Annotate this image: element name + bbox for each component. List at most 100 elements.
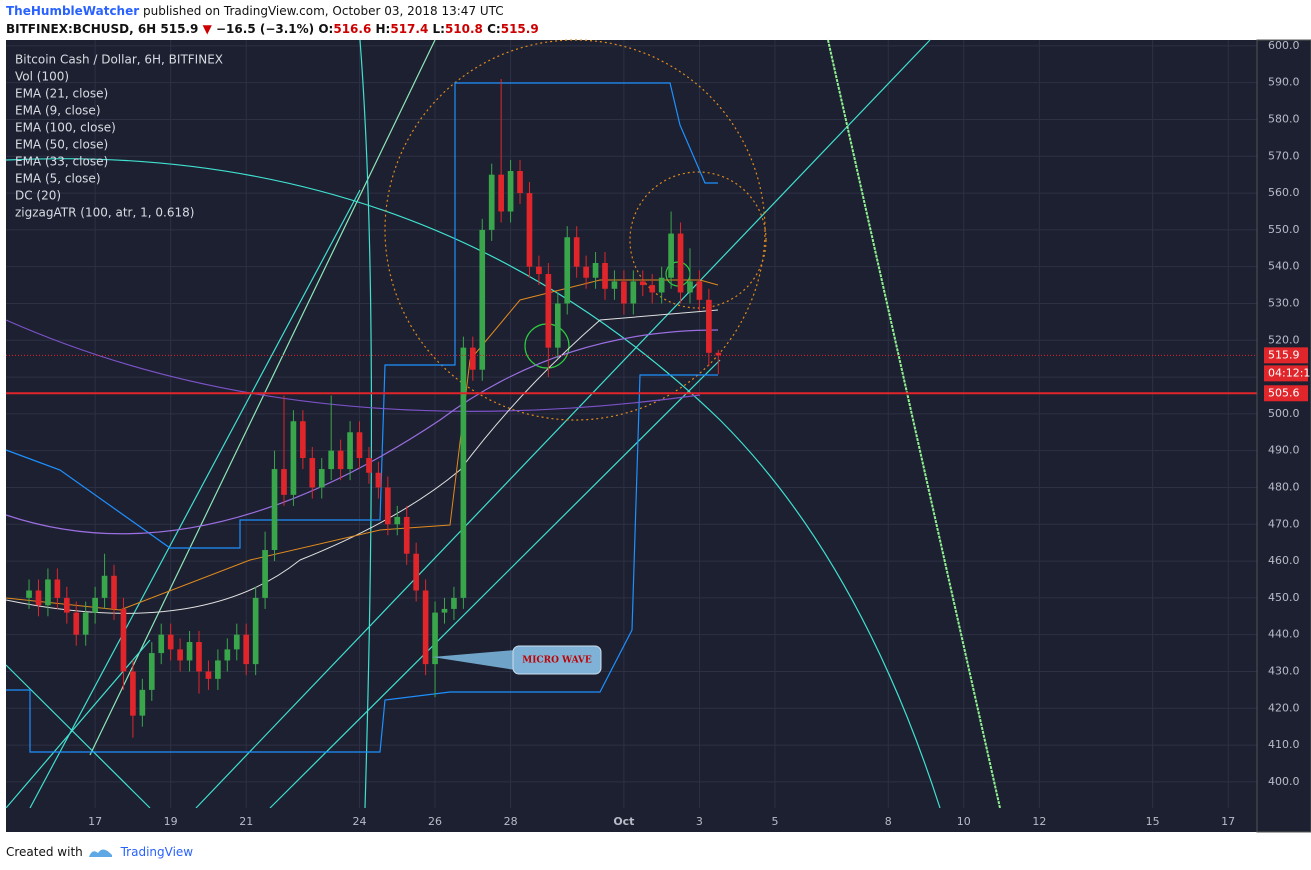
candle-body <box>328 450 335 470</box>
y-tick-label: 540.0 <box>1268 260 1300 273</box>
y-tick-label: 520.0 <box>1268 333 1300 346</box>
candle-body <box>318 469 325 488</box>
candle-body <box>517 171 523 194</box>
trend-line <box>89 39 436 756</box>
candle-body <box>460 347 467 598</box>
legend-entry: EMA (21, close) <box>15 87 108 101</box>
candle-body <box>649 285 656 293</box>
candle-body <box>573 237 580 267</box>
y-tick-label: 560.0 <box>1268 186 1300 199</box>
candle-body <box>148 653 155 690</box>
countdown-bg <box>1264 365 1308 382</box>
candle-body <box>196 642 202 672</box>
candle-body <box>63 597 70 613</box>
x-tick-label: 24 <box>353 815 367 828</box>
x-tick-label: 10 <box>957 815 971 828</box>
published: published on TradingView.com, October 03… <box>142 4 504 18</box>
legend-entry: EMA (50, close) <box>15 138 108 152</box>
candle-body <box>413 553 419 591</box>
legend-entry: Vol (100) <box>15 70 69 84</box>
candle-body <box>602 263 608 289</box>
legend-entry: EMA (5, close) <box>15 172 101 186</box>
hline-label: 505.6 <box>1268 386 1300 399</box>
brand[interactable]: TradingView <box>120 845 194 859</box>
symbol: BITFINEX:BCHUSD, 6H <box>6 22 157 36</box>
x-tick-label: 21 <box>239 815 253 828</box>
candle-body <box>281 469 287 495</box>
candle-body <box>639 281 646 286</box>
y-tick-label: 580.0 <box>1268 112 1300 125</box>
candle-body <box>507 171 514 212</box>
candle-body <box>526 193 533 267</box>
ema-line <box>5 279 719 611</box>
candle-body <box>224 649 231 661</box>
footer: Created with TradingView <box>6 845 193 859</box>
y-tick-label: 460.0 <box>1268 554 1300 567</box>
l-label: L: <box>432 22 445 36</box>
candle-body <box>45 579 51 606</box>
countdown: 04:12:1 <box>1268 366 1310 379</box>
candle-body <box>715 352 722 356</box>
candle-body <box>385 487 391 525</box>
chart: 400.0 410.0 420.0 430.0 440.0 450.0 460.0 470.0… <box>5 39 1311 833</box>
y-tick-label: 500.0 <box>1268 407 1300 420</box>
x-tick-label: 17 <box>1221 815 1235 828</box>
candle-body <box>432 612 438 665</box>
candle-body <box>422 590 429 665</box>
candle-body <box>621 281 627 304</box>
legend-entry: EMA (9, close) <box>15 104 101 118</box>
candle-body <box>668 233 674 278</box>
h: 517.4 <box>390 22 429 36</box>
x-tick-label: Oct <box>613 815 634 828</box>
candle-body <box>309 458 316 488</box>
symbol-line: BITFINEX:BCHUSD, 6H 515.9 ▼ −16.5 (−3.1%… <box>6 22 539 36</box>
y-tick-label: 430.0 <box>1268 664 1300 677</box>
candle-body <box>233 634 240 650</box>
x-tick-label: 8 <box>885 815 892 828</box>
candle-body <box>73 612 80 635</box>
candle-body <box>35 590 42 606</box>
y-tick-label: 480.0 <box>1268 480 1300 493</box>
candle-body <box>394 516 401 525</box>
candle-body <box>536 266 542 275</box>
candle-body <box>498 174 504 212</box>
candle-body <box>92 597 98 613</box>
candle-body <box>243 634 250 665</box>
candle-body <box>564 237 571 304</box>
created: Created with <box>6 845 83 859</box>
candle-body <box>262 550 268 598</box>
ema-line <box>5 329 719 535</box>
author[interactable]: TheHumbleWatcher <box>6 4 140 18</box>
time-axis-bg <box>6 808 1257 832</box>
candle-body <box>167 634 174 650</box>
legend-entry: zigzagATR (100, atr, 1, 0.618) <box>15 206 194 220</box>
drawings <box>5 39 1001 809</box>
candle-body <box>54 579 61 598</box>
candle-body <box>630 281 637 304</box>
last-price-label-bg <box>1264 347 1308 364</box>
candle-body <box>687 281 693 293</box>
candle-body <box>696 281 703 300</box>
candle-body <box>592 263 599 278</box>
fib-circle <box>629 171 767 309</box>
trend-line <box>827 39 1001 809</box>
trend-line <box>195 39 931 809</box>
legend-entry: EMA (33, close) <box>15 155 108 169</box>
chart-bg <box>6 40 1311 832</box>
candle-body <box>337 450 344 470</box>
candle-body <box>82 612 89 635</box>
callout <box>512 645 602 675</box>
candle-body <box>545 274 552 348</box>
trend-line <box>269 359 721 809</box>
y-tick-label: 530.0 <box>1268 296 1300 309</box>
candle-body <box>139 689 146 716</box>
candle-body <box>186 642 193 661</box>
arrow: ▼ <box>202 22 212 36</box>
candle-body <box>451 597 457 609</box>
o: 516.6 <box>333 22 372 36</box>
candle-body <box>205 671 212 679</box>
change: −16.5 (−3.1%) <box>216 22 315 36</box>
donchian-upper <box>5 82 718 549</box>
candle-body <box>479 229 486 370</box>
